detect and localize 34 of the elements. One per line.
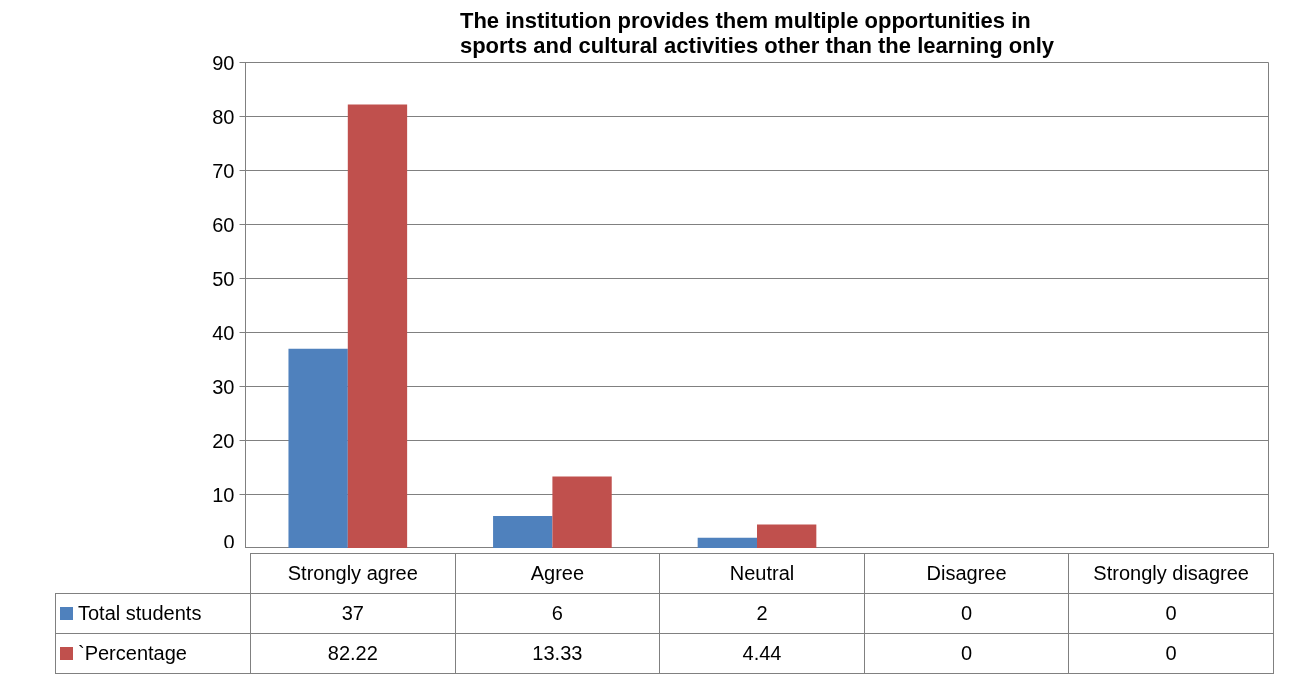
data-label: 13.33 — [455, 633, 660, 674]
data-label: 0 — [1068, 593, 1274, 634]
y-tick-label: 70 — [212, 159, 235, 182]
data-label: 0 — [864, 633, 1069, 674]
bar — [288, 348, 348, 548]
data-label: 2 — [659, 593, 865, 634]
data-label: 6 — [455, 593, 660, 634]
x-tick-label: Neutral — [659, 553, 865, 594]
legend-label: Total students — [55, 593, 251, 634]
y-tick-label: 30 — [212, 375, 235, 398]
bar — [757, 524, 817, 548]
chart-title: The institution provides them multiple opportunities in sports and cultural activities other than the learning only — [459, 7, 1055, 58]
y-tick-label: 80 — [212, 105, 235, 128]
data-label: 82.22 — [250, 633, 456, 674]
y-tick-label: 10 — [212, 483, 235, 506]
y-tick-label: 90 — [212, 51, 235, 74]
y-tick-label: 50 — [212, 267, 235, 290]
data-label: 0 — [1068, 633, 1274, 674]
data-label: 0 — [864, 593, 1069, 634]
y-tick-label: 20 — [212, 429, 235, 452]
bar — [552, 476, 612, 548]
y-tick-label: 0 — [223, 530, 235, 553]
legend-label: `Percentage — [55, 633, 251, 674]
y-tick-label: 40 — [212, 321, 235, 344]
data-label: 37 — [250, 593, 456, 634]
x-tick-label: Strongly disagree — [1068, 553, 1274, 594]
bar — [697, 537, 757, 548]
x-tick-label: Disagree — [864, 553, 1069, 594]
bar — [347, 104, 408, 548]
data-label: 4.44 — [659, 633, 865, 674]
bar — [493, 516, 553, 548]
x-tick-label: Agree — [455, 553, 660, 594]
x-tick-label: Strongly agree — [250, 553, 456, 594]
y-tick-label: 60 — [212, 213, 235, 236]
